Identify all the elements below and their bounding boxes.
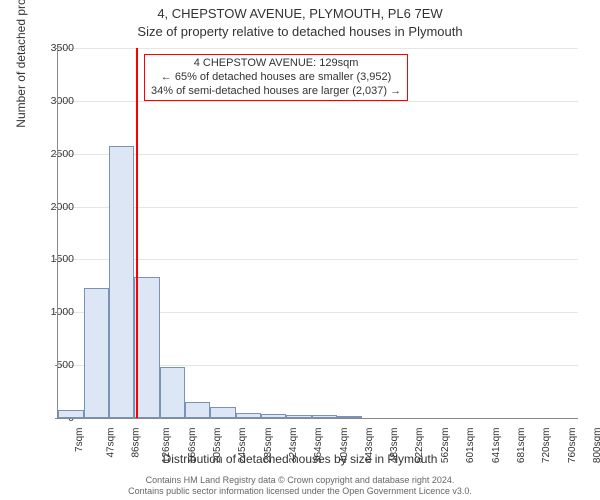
x-tick-label: 720sqm bbox=[541, 428, 552, 464]
footer-line-1: Contains HM Land Registry data © Crown c… bbox=[0, 475, 600, 486]
annotation-line-3: 34% of semi-detached houses are larger (… bbox=[151, 85, 401, 99]
x-tick-label: 324sqm bbox=[288, 428, 299, 464]
x-tick-label: 641sqm bbox=[491, 428, 502, 464]
annotation-box: 4 CHEPSTOW AVENUE: 129sqm ← 65% of detac… bbox=[144, 54, 408, 101]
x-tick-label: 245sqm bbox=[237, 428, 248, 464]
y-tick-label: 1000 bbox=[34, 306, 74, 318]
x-tick-label: 47sqm bbox=[105, 428, 116, 458]
property-marker-line bbox=[136, 48, 138, 418]
y-tick-label: 3000 bbox=[34, 95, 74, 107]
histogram-bar bbox=[84, 288, 109, 418]
chart-subtitle: Size of property relative to detached ho… bbox=[0, 24, 600, 39]
y-axis-label: Number of detached properties bbox=[14, 0, 28, 230]
chart-plot-area: 4 CHEPSTOW AVENUE: 129sqm ← 65% of detac… bbox=[58, 48, 578, 418]
x-tick-label: 7sqm bbox=[74, 428, 85, 452]
y-tick-label: 2500 bbox=[34, 148, 74, 160]
y-tick-label: 1500 bbox=[34, 253, 74, 265]
page-title: 4, CHEPSTOW AVENUE, PLYMOUTH, PL6 7EW bbox=[0, 6, 600, 21]
x-tick-label: 126sqm bbox=[161, 428, 172, 464]
annotation-line-2: ← 65% of detached houses are smaller (3,… bbox=[151, 71, 401, 85]
annotation-line-1: 4 CHEPSTOW AVENUE: 129sqm bbox=[151, 57, 401, 71]
x-tick-label: 522sqm bbox=[414, 428, 425, 464]
histogram-bar bbox=[160, 367, 185, 418]
histogram-bar bbox=[210, 407, 236, 418]
x-tick-label: 166sqm bbox=[187, 428, 198, 464]
x-tick-label: 364sqm bbox=[313, 428, 324, 464]
x-tick-label: 681sqm bbox=[516, 428, 527, 464]
x-tick-label: 404sqm bbox=[339, 428, 350, 464]
x-tick-label: 205sqm bbox=[212, 428, 223, 464]
x-tick-label: 601sqm bbox=[465, 428, 476, 464]
histogram-bar bbox=[58, 410, 84, 418]
y-axis-line bbox=[57, 48, 58, 418]
x-tick-label: 443sqm bbox=[364, 428, 375, 464]
y-tick-label: 500 bbox=[34, 359, 74, 371]
footer-line-2: Contains public sector information licen… bbox=[0, 486, 600, 497]
x-tick-label: 562sqm bbox=[440, 428, 451, 464]
y-tick-label: 3500 bbox=[34, 42, 74, 54]
y-tick-label: 2000 bbox=[34, 201, 74, 213]
histogram-bar bbox=[109, 146, 135, 418]
x-tick-label: 800sqm bbox=[592, 428, 600, 464]
x-axis-label: Distribution of detached houses by size … bbox=[0, 452, 600, 466]
x-tick-label: 285sqm bbox=[263, 428, 274, 464]
x-tick-label: 483sqm bbox=[390, 428, 401, 464]
chart-footer: Contains HM Land Registry data © Crown c… bbox=[0, 475, 600, 497]
x-tick-label: 86sqm bbox=[130, 428, 141, 458]
x-tick-label: 760sqm bbox=[567, 428, 578, 464]
x-axis-line bbox=[58, 418, 578, 419]
histogram-bar bbox=[185, 402, 211, 418]
histogram-bar bbox=[134, 277, 160, 418]
